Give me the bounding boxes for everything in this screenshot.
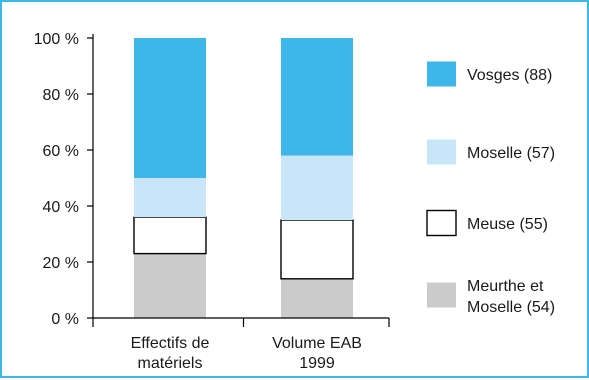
legend-swatch — [427, 282, 456, 308]
bar-segment — [134, 178, 206, 218]
legend-label: Moselle (57) — [467, 145, 555, 162]
x-tick-label: Effectifs de — [131, 335, 210, 352]
bar-segment — [133, 216, 207, 255]
y-tick-label: 60 % — [43, 143, 79, 160]
y-tick-label: 40 % — [43, 199, 79, 216]
bar-segment — [280, 219, 354, 280]
legend-swatch — [427, 139, 456, 165]
legend-label: Meuse (55) — [467, 216, 548, 233]
legend-swatch — [426, 209, 457, 237]
bar-segment — [281, 38, 353, 156]
legend-label: Moselle (54) — [467, 299, 555, 316]
legend-label: Vosges (88) — [467, 67, 552, 84]
bar-segment — [281, 155, 353, 220]
y-tick-label: 20 % — [43, 255, 79, 272]
legend-label: Meurthe et — [467, 278, 544, 295]
y-tick-label: 100 % — [34, 31, 79, 48]
x-tick-label: 1999 — [299, 355, 335, 372]
y-tick-label: 80 % — [43, 87, 79, 104]
x-tick-label: Volume EAB — [272, 335, 362, 352]
x-tick-label: matériels — [138, 355, 203, 372]
bar-segment — [134, 38, 206, 178]
y-tick-label: 0 % — [51, 311, 79, 328]
bar-segment — [281, 278, 353, 318]
bar-segment — [134, 253, 206, 318]
legend-swatch — [427, 61, 456, 87]
